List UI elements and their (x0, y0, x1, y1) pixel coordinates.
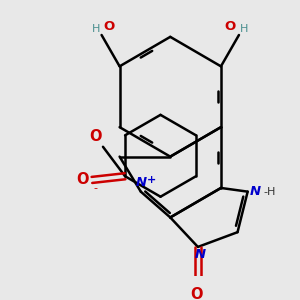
Text: N: N (135, 176, 146, 189)
Text: N: N (195, 248, 206, 261)
Text: O: O (104, 20, 115, 33)
Text: -H: -H (264, 187, 276, 196)
Text: O: O (224, 20, 236, 33)
Text: H: H (240, 24, 249, 34)
Text: O: O (190, 287, 203, 300)
Text: +: + (147, 175, 156, 185)
Text: O: O (77, 172, 89, 188)
Text: O: O (89, 129, 102, 144)
Text: -: - (93, 183, 97, 193)
Text: N: N (250, 185, 261, 198)
Text: H: H (92, 24, 100, 34)
